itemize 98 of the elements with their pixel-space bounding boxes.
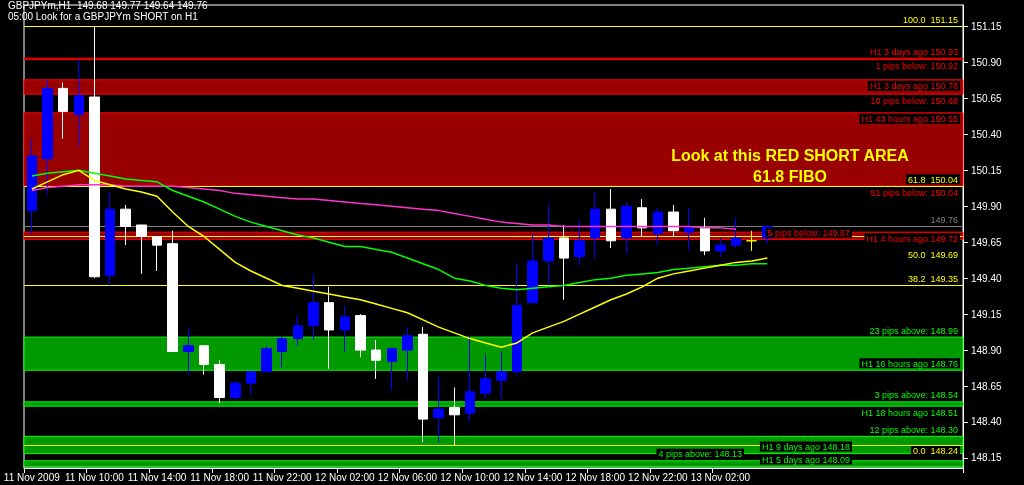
ref-line-label: 0.0 148.24 <box>912 446 958 457</box>
candlestick <box>355 313 366 358</box>
candlestick <box>324 286 334 370</box>
ref-line-label: 50.0 149.69 <box>907 250 958 260</box>
candlestick <box>574 220 585 266</box>
x-tick-label: 12 Nov 10:00 <box>440 471 501 483</box>
x-tick-label: 12 Nov 18:00 <box>565 471 626 483</box>
y-tick-label: 151.15 <box>971 21 1003 33</box>
candlestick <box>418 326 428 443</box>
annotation: Look at this RED SHORT AREA <box>671 146 910 164</box>
band-label: 1 pips below: 150.92 <box>875 61 958 72</box>
y-tick-label: 150.65 <box>971 92 1003 104</box>
x-tick-label: 11 Nov 22:00 <box>252 471 313 483</box>
annotation: 4 pips above: 148.13 <box>658 449 742 460</box>
candlestick <box>152 236 162 272</box>
annotation: 23 pips above: 148.99 <box>869 325 958 336</box>
y-tick-label: 149.90 <box>971 200 1003 212</box>
candlestick <box>136 224 147 275</box>
band-label: H1 16 hours ago 148.76 <box>861 358 958 369</box>
candlestick <box>277 335 287 368</box>
candlestick <box>42 79 53 196</box>
candlestick <box>246 371 256 396</box>
candlestick <box>637 198 647 237</box>
ref-line-label: 61.8 150.04 <box>907 174 958 185</box>
candlestick <box>700 217 710 256</box>
annotation: H1 3 days ago 150.78 <box>869 81 958 92</box>
x-tick-label: 12 Nov 06:00 <box>377 471 438 483</box>
x-tick-label: 11 Nov 18:00 <box>190 471 250 483</box>
x-tick-label: 12 Nov 14:00 <box>502 471 563 483</box>
candlestick <box>371 339 381 380</box>
band-label: 51 pips below: 150.04 <box>870 187 958 198</box>
candlestick <box>340 305 350 353</box>
y-tick-label: 148.65 <box>971 380 1003 392</box>
candlestick <box>480 353 491 400</box>
line-series <box>31 183 737 231</box>
ref-line-label: 100.0 151.15 <box>902 15 958 26</box>
x-tick-label: 11 Nov 10:00 <box>65 471 125 483</box>
y-tick-label: 150.40 <box>971 128 1003 140</box>
candlestick <box>89 26 100 279</box>
candlestick <box>214 359 225 404</box>
y-tick-label: 148.90 <box>971 344 1003 356</box>
candlestick <box>27 138 37 235</box>
candlestick <box>715 237 726 258</box>
candlestick <box>183 328 194 376</box>
annotation: 12 pips above: 148.30 <box>869 424 958 435</box>
candlestick <box>105 191 115 286</box>
x-tick-label: 11 Nov 14:00 <box>127 471 187 483</box>
chart-title: GBPJPYm,H1 149.68 149.77 149.64 149.76 <box>8 0 209 11</box>
band-label: H1 5 days ago 148.09 <box>761 455 850 466</box>
text: 05:00 Look for a GBPJPYm SHORT on H1 <box>8 11 199 22</box>
candlestick <box>58 82 68 140</box>
y-tick-label: 149.65 <box>971 236 1003 248</box>
ref-line-label: 149.76 <box>930 214 958 225</box>
candlestick <box>512 263 522 376</box>
annotation: 61.8 FIBO <box>753 167 827 185</box>
candlestick <box>621 201 632 255</box>
x-tick-label: 11 Nov 2009 <box>3 471 61 483</box>
candlestick <box>449 386 460 446</box>
candlestick <box>293 315 303 347</box>
y-tick-label: 149.15 <box>971 308 1003 320</box>
y-tick-label: 149.40 <box>971 272 1003 284</box>
candlestick <box>120 204 131 246</box>
candlestick <box>496 351 507 400</box>
y-tick-label: 148.40 <box>971 416 1003 428</box>
y-tick-label: 150.15 <box>971 164 1003 176</box>
candlestick <box>402 326 413 381</box>
y-tick-label: 148.15 <box>971 452 1003 464</box>
ref-line-label: 38.2 149.35 <box>907 273 958 284</box>
candlestick <box>167 230 178 353</box>
annotation: 3 pips above: 148.54 <box>874 390 958 401</box>
x-tick-label: 12 Nov 22:00 <box>628 471 688 483</box>
x-tick-label: 12 Nov 02:00 <box>315 471 375 483</box>
band-label: H1 9 days ago 148.18 <box>761 442 850 453</box>
candlestick <box>543 204 554 286</box>
candlestick <box>668 204 679 237</box>
candlestick <box>527 233 538 304</box>
candlestick <box>261 345 272 373</box>
candlestick <box>433 376 444 443</box>
band-label: 10 pips below: 150.68 <box>870 95 958 106</box>
candlestick <box>606 188 616 249</box>
y-tick-label: 150.90 <box>971 57 1003 69</box>
band-label: 5 pips below: 149.67 <box>767 227 850 238</box>
candlestick <box>590 191 600 259</box>
candlestick <box>308 273 319 341</box>
candlestick <box>653 207 663 246</box>
candlestick <box>559 224 569 301</box>
annotation: H1 3 days ago 150.93 <box>869 46 958 57</box>
band-label: H1 18 hours ago 148.51 <box>861 407 958 418</box>
candlestick <box>199 345 209 376</box>
candlestick <box>731 217 741 249</box>
candlestick <box>684 207 694 252</box>
candlestick <box>387 348 397 391</box>
candlestick <box>230 379 241 401</box>
annotation: H1 43 hours ago 150.55 <box>861 114 958 125</box>
candlestick <box>74 59 84 147</box>
annotation: H1 4 hours ago 149.72 <box>866 233 958 244</box>
candlestick <box>465 335 475 423</box>
x-tick-label: 13 Nov 02:00 <box>690 471 751 483</box>
